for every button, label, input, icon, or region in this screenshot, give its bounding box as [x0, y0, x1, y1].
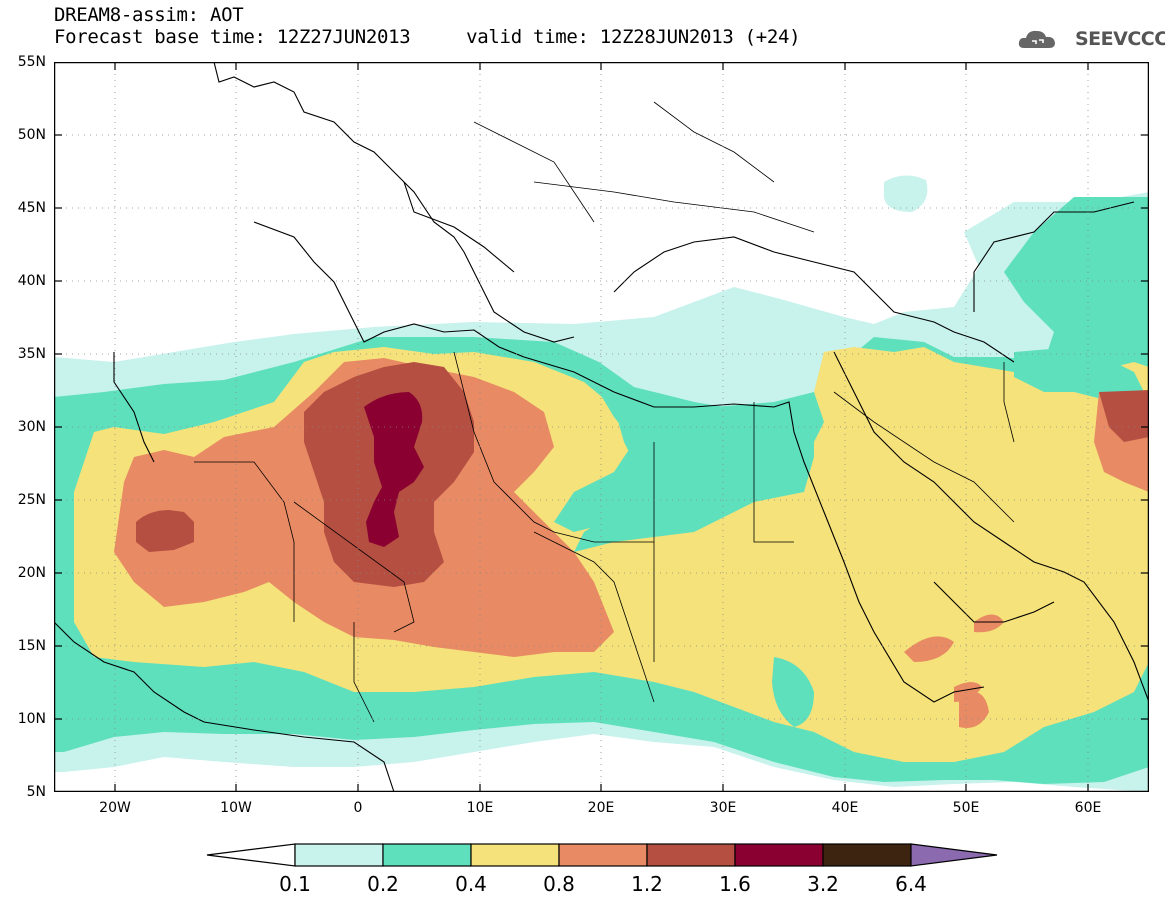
lat-label: 30N [17, 419, 46, 435]
lon-label: 20E [587, 800, 615, 816]
aot-map [54, 62, 1149, 792]
colorbar-under-arrow [206, 843, 296, 867]
lat-label: 25N [17, 492, 46, 508]
colorbar-tick-label: 0.4 [455, 872, 487, 896]
colorbar-tick-label: 3.2 [807, 872, 839, 896]
colorbar-tick-label: 6.4 [895, 872, 927, 896]
colorbar-segment [646, 843, 736, 867]
lat-label: 10N [17, 711, 46, 727]
map-title: DREAM8-assim: AOT [54, 4, 244, 26]
aot-contours [54, 175, 1149, 792]
lat-label: 20N [17, 565, 46, 581]
aot-band-1-6 [364, 392, 424, 547]
seevccc-logo: SEEVCCC [1075, 28, 1165, 50]
colorbar-over-arrow [910, 843, 998, 867]
lon-label: 20W [99, 800, 131, 816]
forecast-time-subtitle: Forecast base time: 12Z27JUN2013 valid t… [54, 26, 801, 48]
colorbar-segment [558, 843, 648, 867]
coastlines [54, 62, 1149, 792]
lon-label: 10E [466, 800, 494, 816]
lat-label: 35N [17, 346, 46, 362]
colorbar-tick-label: 0.1 [279, 872, 311, 896]
colorbar [206, 843, 998, 867]
lat-label: 50N [17, 127, 46, 143]
lat-label: 15N [17, 638, 46, 654]
lon-label: 30E [709, 800, 737, 816]
lon-label: 50E [952, 800, 980, 816]
colorbar-tick-label: 1.2 [631, 872, 663, 896]
lat-label: 40N [17, 273, 46, 289]
country-borders [194, 101, 1015, 723]
colorbar-tick-label: 0.2 [367, 872, 399, 896]
colorbar-segment [470, 843, 560, 867]
colorbar-segment [822, 843, 912, 867]
colorbar-tick-label: 0.8 [543, 872, 575, 896]
colorbar-segment [382, 843, 472, 867]
lat-label: 5N [26, 784, 46, 800]
lon-label: 40E [831, 800, 859, 816]
lon-label: 60E [1074, 800, 1102, 816]
lon-label: 0 [353, 800, 363, 816]
lon-label: 10W [220, 800, 252, 816]
axis-ticks [54, 62, 1149, 792]
colorbar-segment [734, 843, 824, 867]
colorbar-tick-label: 1.6 [719, 872, 751, 896]
cloud-icon [1018, 30, 1055, 48]
graticule [54, 62, 1149, 792]
lat-label: 45N [17, 200, 46, 216]
lat-label: 55N [17, 54, 46, 70]
colorbar-segment [294, 843, 384, 867]
